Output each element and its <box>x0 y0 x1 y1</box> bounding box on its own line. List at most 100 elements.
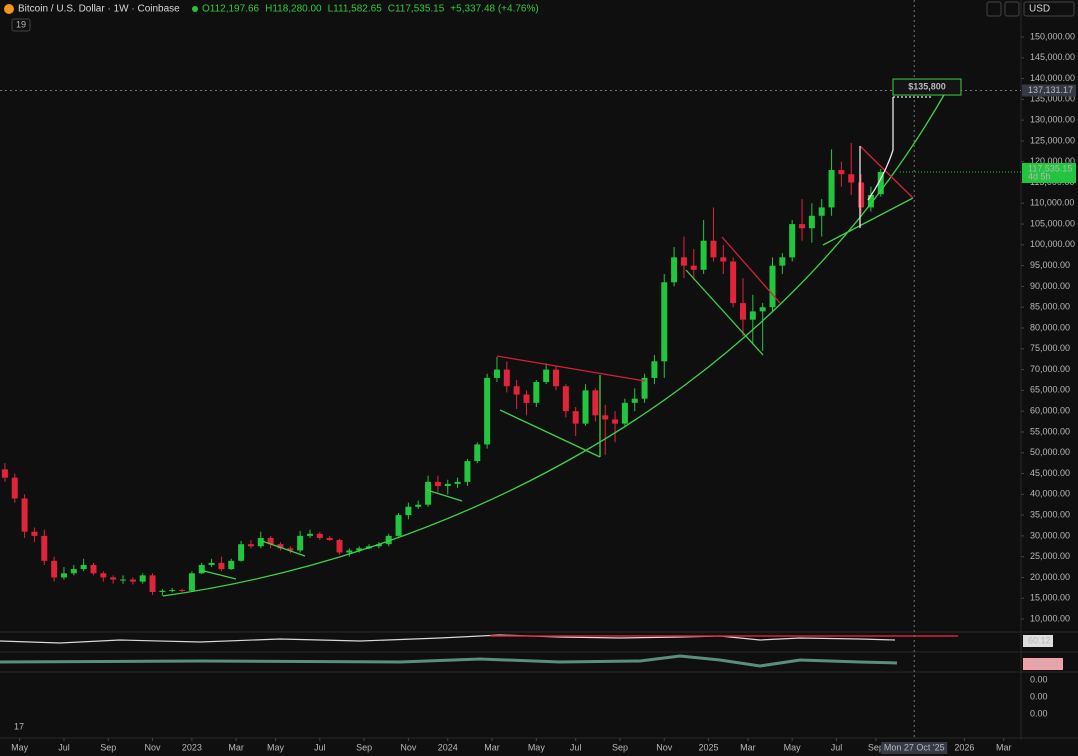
candle-body <box>60 573 67 578</box>
x-tick-label: May <box>784 742 802 752</box>
trend-line <box>499 409 601 458</box>
x-tick-label: Mar <box>740 742 756 752</box>
y-tick-label: 145,000.00 <box>1030 52 1075 62</box>
crosshair-y-label: 137,131.17 <box>1028 85 1073 95</box>
candle-body <box>385 535 392 545</box>
symbol-title: Bitcoin / U.S. Dollar · 1W · Coinbase <box>18 4 180 15</box>
candle-body <box>316 533 323 538</box>
candle-body <box>484 377 491 445</box>
y-tick-label: 100,000.00 <box>1030 239 1075 249</box>
x-tick-label: Mar <box>228 742 244 752</box>
candle-body <box>287 548 294 551</box>
candle-body <box>700 240 707 270</box>
rsi-box <box>1023 635 1053 647</box>
candle-body <box>326 537 333 541</box>
y-tick-label: 125,000.00 <box>1030 135 1075 145</box>
candle-body <box>848 174 855 183</box>
candle-body <box>51 560 58 578</box>
y-tick-label: 95,000.00 <box>1030 260 1070 270</box>
candle-body <box>503 369 510 387</box>
candle-body <box>789 224 796 258</box>
candles <box>1 143 884 596</box>
coin-icon <box>4 4 14 14</box>
candle-body <box>31 531 38 536</box>
candle-body <box>218 562 225 570</box>
candle-body <box>149 575 156 593</box>
x-tick-label: Mar <box>996 742 1012 752</box>
x-tick-label: Mar <box>484 742 500 752</box>
candle-body <box>306 533 313 536</box>
candle-body <box>257 537 264 547</box>
candle-body <box>631 398 638 403</box>
candle-body <box>395 515 402 536</box>
y-tick-label: 130,000.00 <box>1030 115 1075 125</box>
candle-body <box>434 481 441 486</box>
candle-body <box>602 415 609 420</box>
zero-label: 0.00 <box>1030 691 1048 701</box>
candle-body <box>474 444 481 462</box>
trend-line <box>496 355 646 382</box>
trend-line <box>199 569 237 580</box>
y-tick-label: 55,000.00 <box>1030 426 1070 436</box>
candle-body <box>730 261 737 304</box>
ohlc-value: C117,535.15 <box>388 4 445 15</box>
candle-body <box>779 257 786 266</box>
candle-body <box>523 394 530 403</box>
indicator-toggle[interactable] <box>11 18 31 32</box>
x-tick-label: Sep <box>356 742 372 752</box>
y-tick-label: 30,000.00 <box>1030 530 1070 540</box>
candle-body <box>169 589 176 591</box>
x-tick-label: Nov <box>145 742 162 752</box>
y-tick-label: 25,000.00 <box>1030 551 1070 561</box>
indicator-count[interactable]: 19 <box>16 19 26 29</box>
crosshair-x-box <box>881 742 948 754</box>
macd-label: -764.18 <box>1028 658 1059 668</box>
last-price-box <box>1022 162 1076 183</box>
candle-body <box>759 307 766 312</box>
ohlc-value: +5,337.48 (+4.76%) <box>450 4 538 15</box>
refresh-button[interactable] <box>1004 1 1020 17</box>
candle-body <box>612 419 619 424</box>
candle-body <box>513 386 520 395</box>
zero-label: 0.00 <box>1030 674 1048 684</box>
candle-body <box>799 224 806 229</box>
ohlc-value: L111,582.65 <box>328 4 383 15</box>
candle-body <box>80 564 87 570</box>
x-tick-label: 2026 <box>954 742 974 752</box>
candle-body <box>444 483 451 486</box>
y-tick-label: 60,000.00 <box>1030 406 1070 416</box>
crosshair-y-box <box>1022 84 1076 97</box>
x-tick-label: 2024 <box>438 742 458 752</box>
y-tick-label: 75,000.00 <box>1030 343 1070 353</box>
candle-body <box>464 461 471 482</box>
x-tick-label: Nov <box>400 742 417 752</box>
x-tick-label: Jul <box>314 742 326 752</box>
y-tick-label: 40,000.00 <box>1030 489 1070 499</box>
y-tick-label: 15,000.00 <box>1030 593 1070 603</box>
crosshair-x-label: Mon 27 Oct '25 <box>884 742 945 752</box>
candle-body <box>336 540 343 553</box>
y-tick-label: 20,000.00 <box>1030 572 1070 582</box>
download-button[interactable] <box>986 1 1002 17</box>
candle-body <box>70 569 77 574</box>
y-tick-label: 65,000.00 <box>1030 385 1070 395</box>
candle-body <box>179 589 186 591</box>
candle-body <box>858 182 865 208</box>
currency-button[interactable] <box>1023 1 1075 17</box>
x-tick-label: May <box>11 742 29 752</box>
y-tick-label: 10,000.00 <box>1030 613 1070 623</box>
candle-body <box>159 590 166 593</box>
y-tick-label: 150,000.00 <box>1030 31 1075 41</box>
trend-line <box>685 269 764 356</box>
currency[interactable]: USD <box>1029 4 1050 15</box>
trend-line <box>261 540 306 557</box>
candle-body <box>838 170 845 175</box>
y-tick-label: 90,000.00 <box>1030 281 1070 291</box>
y-tick-label: 140,000.00 <box>1030 73 1075 83</box>
candle-body <box>100 573 107 578</box>
candle-body <box>415 504 422 507</box>
candle-body <box>543 369 550 383</box>
candle-body <box>553 369 560 387</box>
